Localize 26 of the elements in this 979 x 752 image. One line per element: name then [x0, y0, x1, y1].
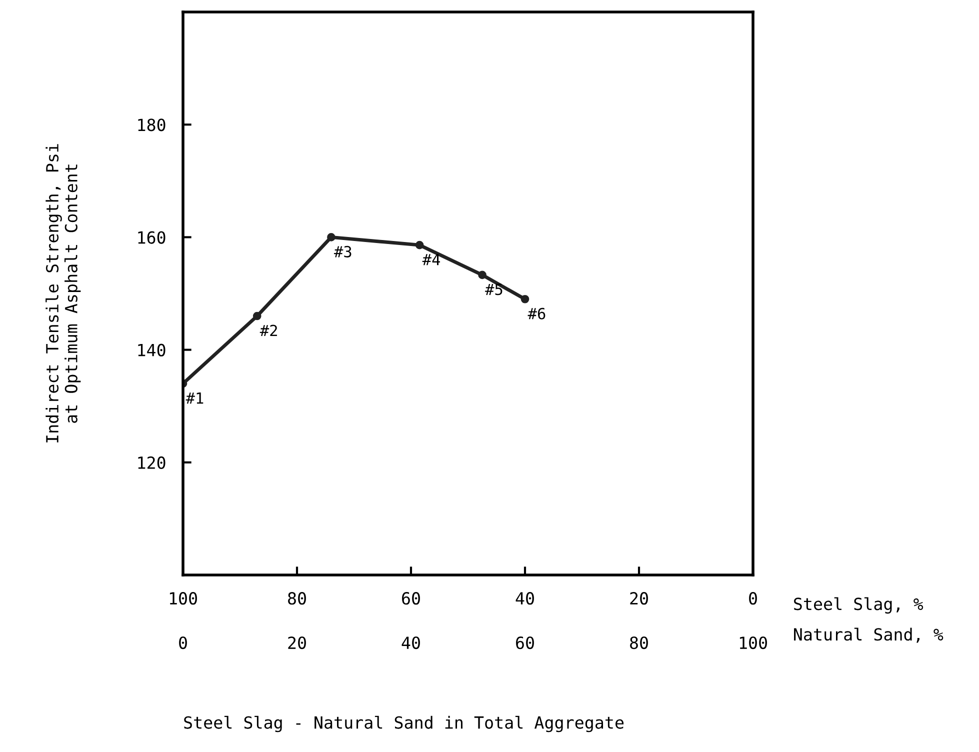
- y-axis-title: Indirect Tensile Strength, Psi at Optimum Asphalt Content: [46, 144, 81, 442]
- annotation: #2: [260, 324, 277, 336]
- y-tick-label: 120: [138, 456, 166, 470]
- x2-tick-label: 80: [630, 636, 648, 650]
- x2-tick-label: 20: [288, 636, 306, 650]
- x2-tick-label: 100: [740, 636, 767, 650]
- x2-tick-label: 40: [402, 636, 420, 650]
- x2-axis-title: Natural Sand, %: [794, 628, 944, 643]
- x2-tick-label: 60: [516, 636, 534, 650]
- y-tick-label: 140: [138, 344, 166, 356]
- annotation: #1: [186, 392, 204, 404]
- annotation: #3: [334, 246, 352, 258]
- text: Steel Slag - Natural Sand in Total Aggregate: [184, 716, 624, 732]
- x-tick-label: 60: [402, 592, 420, 605]
- y-tick-label: 160: [138, 231, 166, 244]
- y-tick-label: 180: [138, 118, 166, 132]
- x-tick-label: 20: [630, 592, 648, 605]
- x2-tick-label: 0: [179, 636, 187, 650]
- x-tick-label: 100: [170, 592, 197, 605]
- annotation: #4: [422, 254, 440, 266]
- annotation: #5: [485, 284, 502, 296]
- x-axis-title: Steel Slag, %: [794, 597, 924, 614]
- annotation: #6: [528, 308, 546, 320]
- x-tick-label: 40: [516, 592, 534, 605]
- x-tick-label: 0: [749, 592, 757, 605]
- x-tick-label: 80: [288, 592, 306, 605]
